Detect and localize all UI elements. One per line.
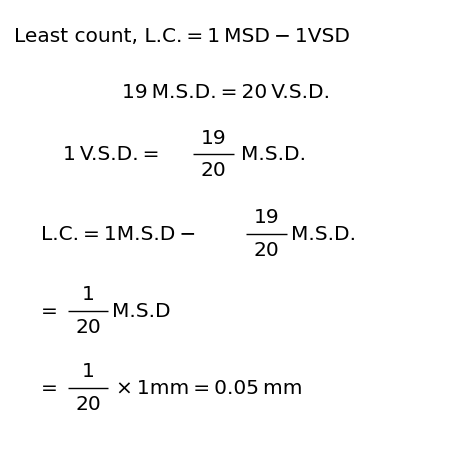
- Text: M.S.D.: M.S.D.: [237, 145, 306, 164]
- Text: 19: 19: [254, 208, 279, 227]
- Text: 20: 20: [75, 318, 101, 337]
- Text: M.S.D.: M.S.D.: [290, 225, 356, 244]
- Text: × 1mm = 0.05 mm: × 1mm = 0.05 mm: [112, 378, 303, 398]
- Text: 1 V.S.D. =: 1 V.S.D. =: [63, 145, 164, 164]
- Text: 19 M.S.D. = 20 V.S.D.: 19 M.S.D. = 20 V.S.D.: [121, 83, 330, 102]
- Text: 20: 20: [200, 161, 226, 180]
- Text: =: =: [41, 378, 61, 398]
- Text: Least count, L.C. = 1 MSD − 1VSD: Least count, L.C. = 1 MSD − 1VSD: [14, 27, 350, 47]
- Text: L.C. = 1M.S.D −: L.C. = 1M.S.D −: [41, 225, 200, 244]
- Text: 1: 1: [82, 285, 94, 304]
- Text: 19: 19: [201, 129, 226, 148]
- Text: 20: 20: [75, 395, 101, 414]
- Text: =: =: [41, 301, 61, 321]
- Text: M.S.D: M.S.D: [112, 301, 171, 321]
- Text: 20: 20: [253, 241, 280, 260]
- Text: 1: 1: [82, 362, 94, 381]
